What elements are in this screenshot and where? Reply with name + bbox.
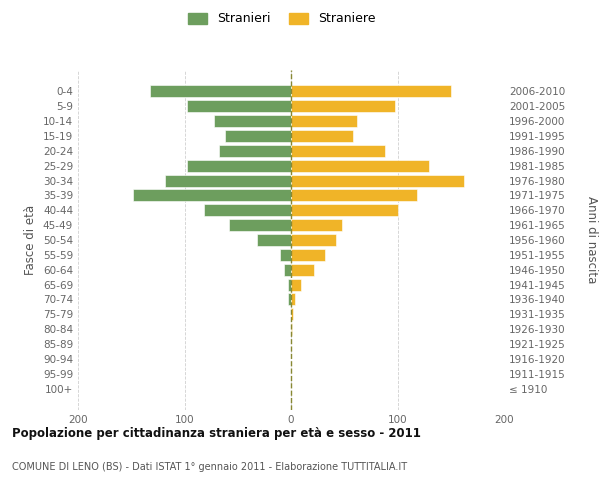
Bar: [291, 249, 325, 261]
Bar: [291, 174, 464, 186]
Y-axis label: Fasce di età: Fasce di età: [25, 205, 37, 275]
Bar: [187, 160, 291, 172]
Bar: [291, 190, 416, 202]
Bar: [291, 130, 353, 142]
Bar: [166, 174, 291, 186]
Bar: [229, 219, 291, 231]
Legend: Stranieri, Straniere: Stranieri, Straniere: [185, 8, 379, 29]
Bar: [291, 204, 398, 216]
Bar: [225, 130, 291, 142]
Bar: [214, 115, 291, 127]
Bar: [203, 204, 291, 216]
Bar: [280, 249, 291, 261]
Text: Popolazione per cittadinanza straniera per età e sesso - 2011: Popolazione per cittadinanza straniera p…: [12, 428, 421, 440]
Bar: [133, 190, 291, 202]
Bar: [291, 100, 395, 112]
Bar: [284, 264, 291, 276]
Bar: [291, 308, 293, 320]
Bar: [291, 323, 292, 335]
Y-axis label: Anni di nascita: Anni di nascita: [585, 196, 598, 284]
Bar: [288, 294, 291, 306]
Bar: [291, 278, 301, 290]
Bar: [291, 219, 342, 231]
Bar: [288, 278, 291, 290]
Bar: [291, 234, 336, 246]
Bar: [291, 145, 385, 157]
Bar: [291, 264, 314, 276]
Bar: [291, 160, 430, 172]
Bar: [151, 86, 291, 98]
Bar: [187, 100, 291, 112]
Bar: [257, 234, 291, 246]
Bar: [218, 145, 291, 157]
Bar: [291, 86, 451, 98]
Bar: [291, 115, 357, 127]
Bar: [291, 294, 295, 306]
Text: COMUNE DI LENO (BS) - Dati ISTAT 1° gennaio 2011 - Elaborazione TUTTITALIA.IT: COMUNE DI LENO (BS) - Dati ISTAT 1° genn…: [12, 462, 407, 472]
